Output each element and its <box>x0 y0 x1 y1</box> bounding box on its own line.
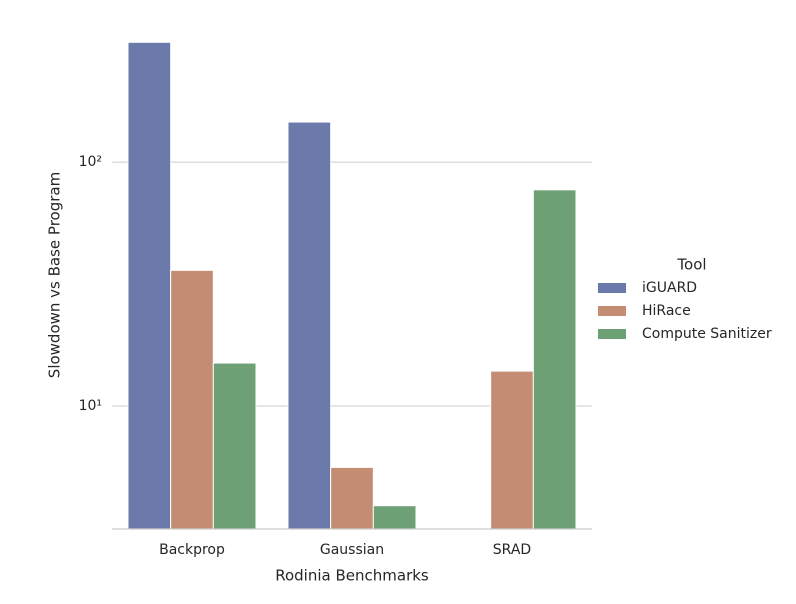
x-tick-label: Gaussian <box>320 542 384 558</box>
bar <box>532 189 577 530</box>
bar <box>170 269 214 530</box>
legend-swatch <box>598 329 626 339</box>
legend-label: HiRace <box>642 303 691 319</box>
bar <box>372 505 417 530</box>
bar <box>212 362 257 530</box>
x-axis-label: Rodinia Benchmarks <box>275 567 429 585</box>
x-tick-label: Backprop <box>159 542 225 558</box>
legend-swatch <box>598 306 626 316</box>
y-tick-label: 10¹ <box>79 398 102 414</box>
y-axis-label: Slowdown vs Base Program <box>46 172 64 378</box>
bar <box>490 370 534 530</box>
bar <box>127 41 172 530</box>
bar <box>287 121 332 530</box>
y-tick-label: 10² <box>79 154 102 170</box>
legend-label: iGUARD <box>642 280 697 296</box>
bar <box>330 466 374 530</box>
legend-title: Tool <box>676 256 706 274</box>
x-tick-label: SRAD <box>493 542 531 558</box>
legend-swatch <box>598 283 626 293</box>
legend-label: Compute Sanitizer <box>642 326 772 342</box>
